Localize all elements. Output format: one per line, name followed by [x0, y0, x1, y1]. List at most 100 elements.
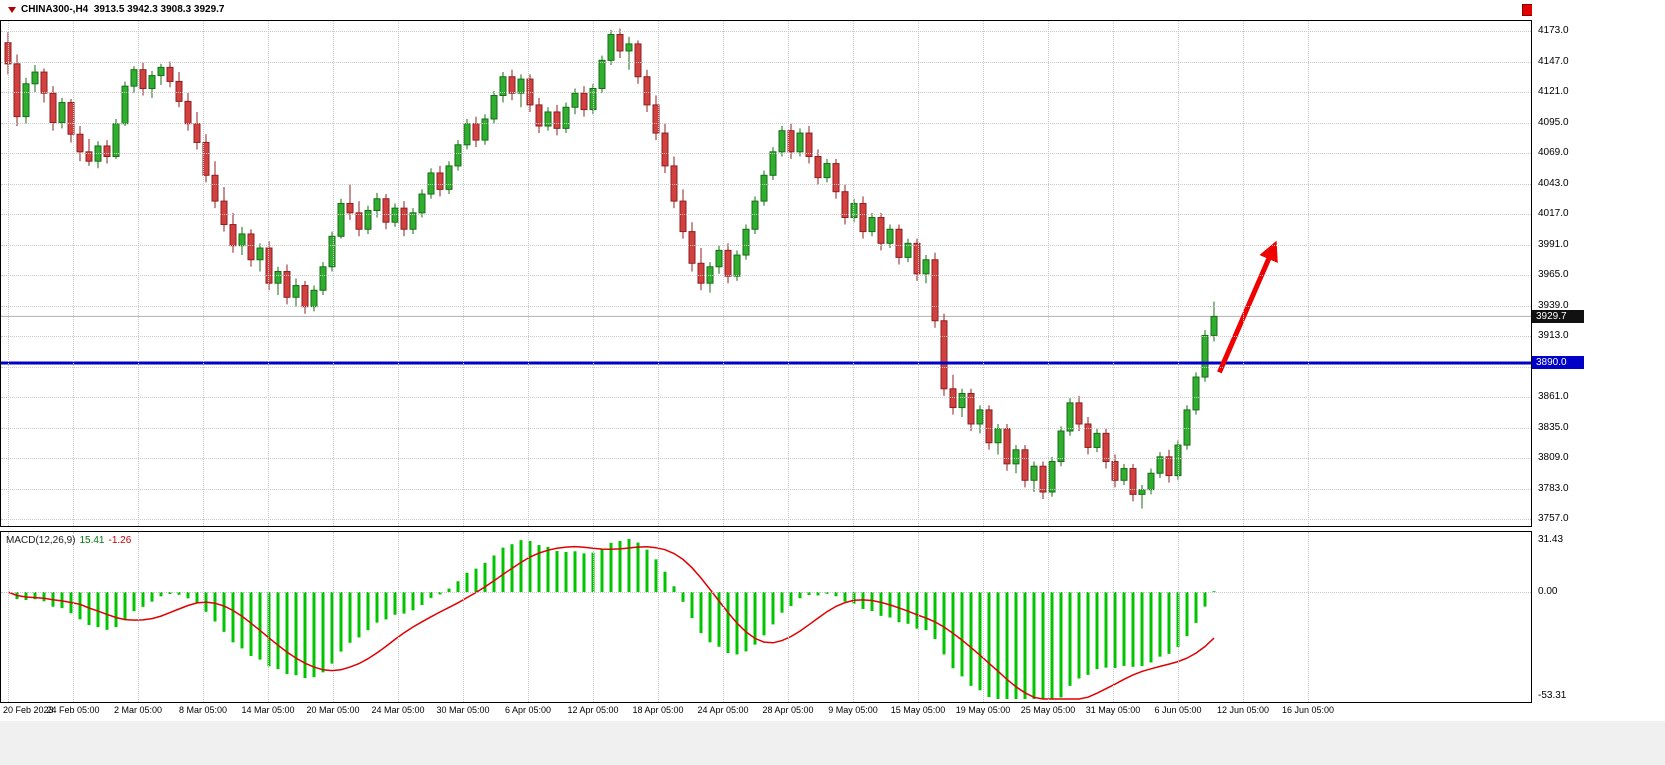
price-label: 3757.0	[1538, 513, 1569, 524]
candle	[742, 228, 750, 256]
macd-histogram-bar	[60, 592, 64, 609]
candle	[1111, 461, 1119, 481]
macd-histogram-bar	[1131, 592, 1135, 667]
price-label: 3965.0	[1538, 269, 1569, 280]
macd-histogram-bar	[213, 592, 217, 622]
candle	[508, 76, 516, 94]
gridline-horizontal	[1, 153, 1531, 154]
candle	[310, 289, 318, 308]
time-label: 24 Feb 05:00	[46, 705, 100, 715]
macd-histogram-bar	[1212, 591, 1216, 593]
candle	[463, 123, 471, 146]
price-chart-panel[interactable]	[0, 20, 1532, 527]
macd-histogram-bar	[807, 592, 811, 596]
macd-histogram-bar	[276, 592, 280, 670]
gridline-horizontal	[1, 367, 1531, 368]
gridline-horizontal	[1, 92, 1531, 93]
macd-histogram-bar	[771, 592, 775, 625]
candle	[1156, 456, 1164, 474]
macd-histogram-bar	[960, 592, 964, 677]
trend-arrow-annotation[interactable]	[1217, 240, 1278, 374]
time-label: 24 Apr 05:00	[697, 705, 749, 715]
candle	[139, 69, 147, 89]
macd-histogram-bar	[438, 592, 442, 595]
candle	[1048, 461, 1056, 493]
gridline-vertical	[1243, 21, 1244, 526]
time-label: 2 Mar 05:00	[113, 705, 163, 715]
candle	[580, 92, 588, 111]
candle	[472, 123, 480, 141]
gridline-horizontal	[1, 428, 1531, 429]
candle	[958, 392, 966, 409]
time-label: 18 Apr 05:00	[632, 705, 684, 715]
macd-histogram-bar	[330, 592, 334, 664]
price-label: 4043.0	[1538, 178, 1569, 189]
macd-histogram-bar	[852, 592, 856, 604]
macd-histogram-bar	[870, 592, 874, 612]
candle	[130, 69, 138, 87]
price-label: 4173.0	[1538, 25, 1569, 36]
candle	[832, 163, 840, 193]
candle	[931, 259, 939, 322]
macd-histogram-bar	[303, 592, 307, 679]
candle	[670, 165, 678, 202]
gridline-vertical	[398, 21, 399, 526]
price-axis[interactable]: 4173.0 4147.0 4121.0 4095.0 4069.0 4043.0 4017…	[1532, 0, 1665, 765]
candle	[1075, 402, 1083, 425]
macd-histogram-bar	[429, 592, 433, 598]
macd-histogram-bar	[519, 540, 523, 592]
gridline-vertical	[788, 21, 789, 526]
gridline-vertical	[73, 532, 74, 702]
gridline-horizontal	[1, 397, 1531, 398]
macd-histogram-bar	[573, 551, 577, 592]
macd-name-label: MACD(12,26,9)	[6, 535, 76, 546]
gridline-vertical	[463, 21, 464, 526]
candlestick-plot	[1, 28, 1531, 509]
candle	[49, 92, 57, 124]
candle	[553, 111, 561, 129]
candle	[805, 132, 813, 158]
candle	[76, 133, 84, 153]
macd-histogram-bar	[258, 592, 262, 660]
symbol-dropdown-icon[interactable]	[8, 7, 16, 13]
macd-histogram-bar	[609, 542, 613, 592]
price-label: 3835.0	[1538, 422, 1569, 433]
candle	[643, 76, 651, 106]
gridline-vertical	[658, 21, 659, 526]
price-label: 3913.0	[1538, 330, 1569, 341]
candle	[229, 224, 237, 247]
time-axis[interactable]: 20 Feb 2023 24 Feb 05:00 2 Mar 05:00 8 Mar …	[0, 704, 1532, 720]
time-label: 6 Jun 05:00	[1154, 705, 1202, 715]
candle	[697, 262, 705, 284]
candle	[517, 78, 525, 94]
candle	[1057, 430, 1065, 463]
gridline-vertical	[658, 532, 659, 702]
candle	[382, 198, 390, 223]
macd-histogram-bar	[177, 592, 181, 595]
macd-panel[interactable]: MACD(12,26,9) 15.41 -1.26	[0, 531, 1532, 703]
macd-histogram-bar	[555, 551, 559, 592]
candle	[985, 409, 993, 444]
time-label: 15 May 05:00	[890, 705, 946, 715]
macd-histogram-bar	[672, 586, 676, 592]
price-label: 4069.0	[1538, 147, 1569, 158]
gridline-vertical	[8, 21, 9, 526]
gridline-vertical	[333, 21, 334, 526]
macd-histogram-bar	[681, 592, 685, 602]
candle	[607, 34, 615, 61]
candle	[1084, 423, 1092, 448]
macd-histogram-bar	[402, 592, 406, 614]
macd-histogram-bar	[222, 592, 226, 632]
gridline-horizontal	[1, 123, 1531, 124]
macd-histogram-bar	[474, 568, 478, 592]
time-label: 14 Mar 05:00	[241, 705, 295, 715]
macd-histogram-bar	[762, 592, 766, 636]
macd-histogram-bar	[1185, 592, 1189, 637]
time-label: 16 Jun 05:00	[1281, 705, 1335, 715]
gridline-vertical	[528, 21, 529, 526]
macd-indicator-label: MACD(12,26,9) 15.41 -1.26	[6, 535, 131, 546]
macd-histogram-bar	[636, 542, 640, 592]
gridline-vertical	[1048, 21, 1049, 526]
candle	[1093, 432, 1101, 448]
gridline-horizontal	[1, 184, 1531, 185]
